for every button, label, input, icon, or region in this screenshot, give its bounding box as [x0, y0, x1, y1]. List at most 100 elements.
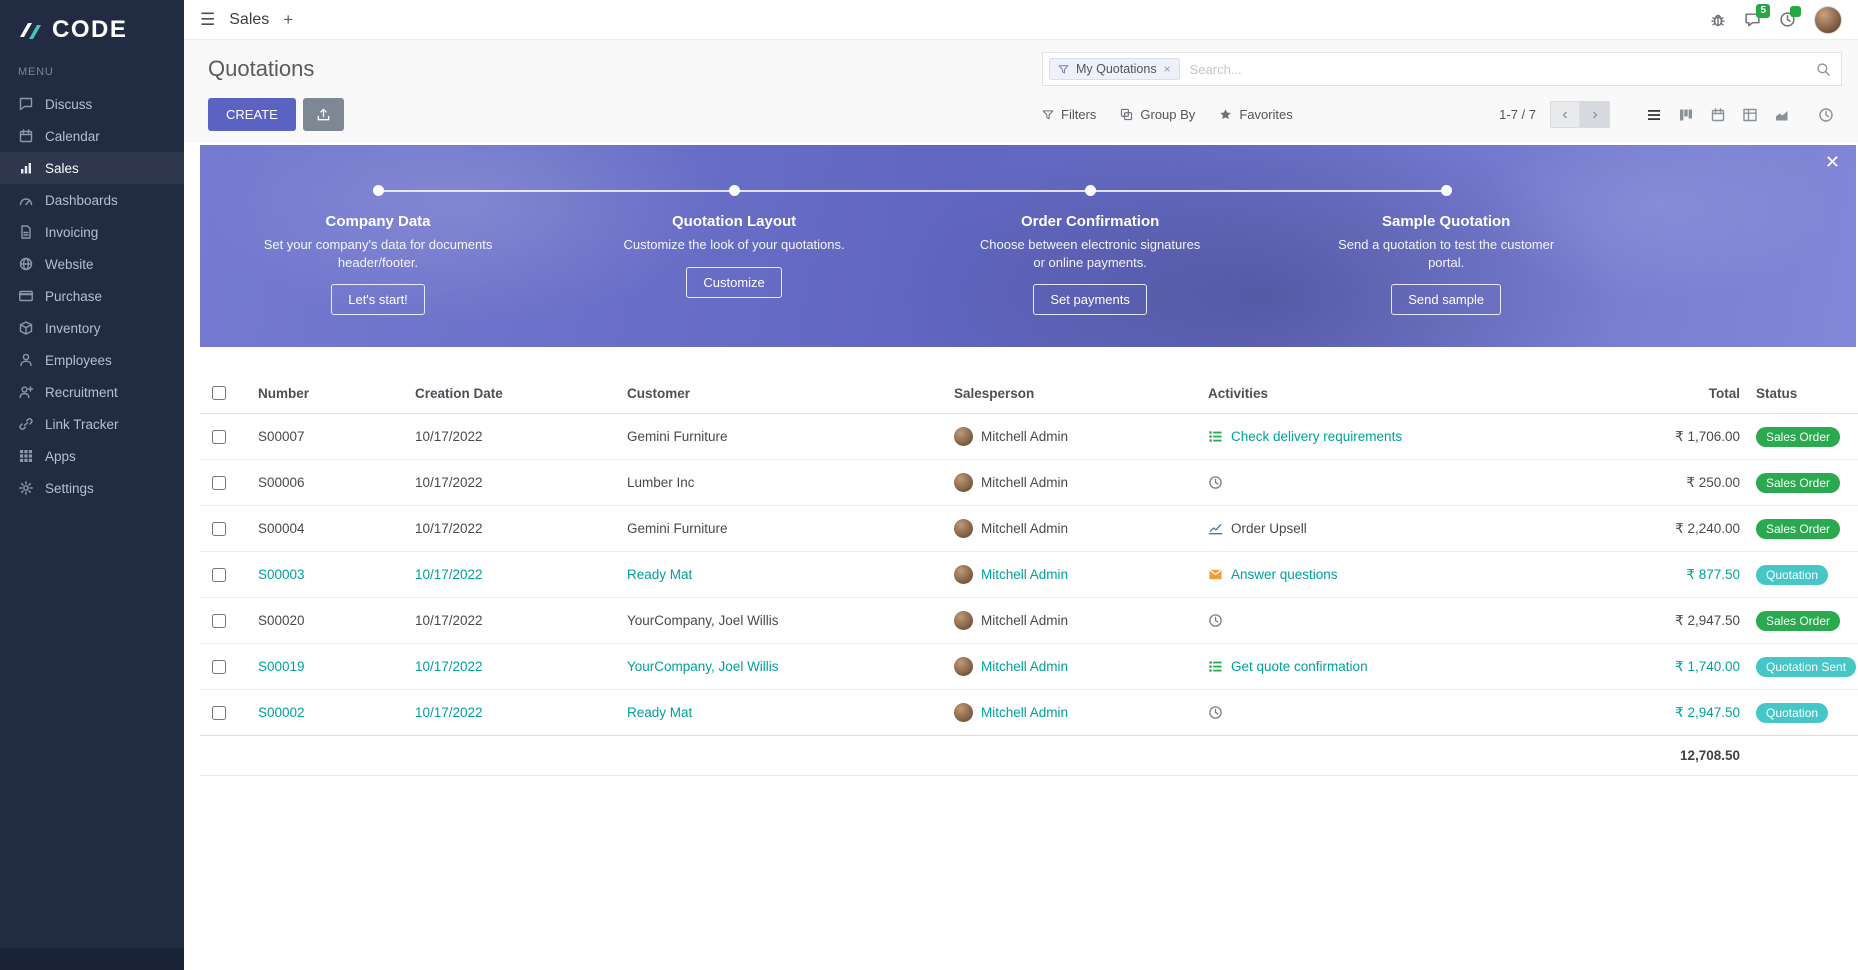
invoicing-icon	[18, 224, 34, 240]
debug-bug-icon[interactable]	[1710, 12, 1726, 28]
favorites-button[interactable]: Favorites	[1219, 107, 1292, 122]
status-badge: Sales Order	[1756, 611, 1840, 631]
sidebar-item-purchase[interactable]: Purchase	[0, 280, 184, 312]
sidebar-item-label: Inventory	[45, 321, 101, 336]
clock-icon[interactable]	[1208, 705, 1223, 720]
messages-icon[interactable]: 5	[1744, 11, 1761, 28]
inventory-icon	[18, 320, 34, 336]
sidebar-item-discuss[interactable]: Discuss	[0, 88, 184, 120]
column-header-total[interactable]: Total	[1608, 373, 1748, 414]
sidebar-item-apps[interactable]: Apps	[0, 440, 184, 472]
search-input[interactable]	[1188, 61, 1808, 78]
order-total: ₹ 2,240.00	[1608, 506, 1748, 552]
table-row[interactable]: S00003 10/17/2022 Ready Mat Mitchell Adm…	[200, 552, 1858, 598]
row-checkbox[interactable]	[212, 706, 226, 720]
quotation-number: S00004	[250, 506, 407, 552]
column-header-salesperson[interactable]: Salesperson	[946, 373, 1200, 414]
activity-label[interactable]: Order Upsell	[1231, 521, 1307, 536]
sidebar-item-invoicing[interactable]: Invoicing	[0, 216, 184, 248]
quotation-number: S00019	[250, 644, 407, 690]
pivot-view-icon[interactable]	[1734, 101, 1766, 128]
table-row[interactable]: S00006 10/17/2022 Lumber Inc Mitchell Ad…	[200, 460, 1858, 506]
clock-icon[interactable]	[1208, 475, 1223, 490]
row-checkbox[interactable]	[212, 476, 226, 490]
user-avatar[interactable]	[1814, 6, 1842, 34]
creation-date: 10/17/2022	[407, 414, 619, 460]
lets-start-button[interactable]: Let's start!	[331, 284, 425, 315]
sidebar-item-label: Employees	[45, 353, 112, 368]
filters-button[interactable]: Filters	[1042, 107, 1096, 122]
sidebar-spacer	[0, 504, 184, 948]
search-bar[interactable]: My Quotations ×	[1042, 52, 1842, 86]
sidebar-item-settings[interactable]: Settings	[0, 472, 184, 504]
pager-previous-button[interactable]: ‹	[1550, 101, 1580, 128]
customer-name: Lumber Inc	[619, 460, 946, 506]
creation-date: 10/17/2022	[407, 460, 619, 506]
column-header-creation-date[interactable]: Creation Date	[407, 373, 619, 414]
main-area: ☰ Sales + 5 Quo	[184, 0, 1858, 970]
graph-view-icon[interactable]	[1766, 101, 1798, 128]
customize-button[interactable]: Customize	[686, 267, 781, 298]
group-by-button[interactable]: Group By	[1120, 107, 1195, 122]
table-row[interactable]: S00019 10/17/2022 YourCompany, Joel Will…	[200, 644, 1858, 690]
row-checkbox[interactable]	[212, 568, 226, 582]
status-badge: Sales Order	[1756, 473, 1840, 493]
table-row[interactable]: S00007 10/17/2022 Gemini Furniture Mitch…	[200, 414, 1858, 460]
send-sample-button[interactable]: Send sample	[1391, 284, 1501, 315]
activity-label[interactable]: Check delivery requirements	[1231, 429, 1402, 444]
table-row[interactable]: S00002 10/17/2022 Ready Mat Mitchell Adm…	[200, 690, 1858, 736]
group-by-label: Group By	[1140, 107, 1195, 122]
export-button[interactable]	[303, 98, 344, 131]
clock-icon[interactable]	[1208, 613, 1223, 628]
quotation-number: S00020	[250, 598, 407, 644]
calendar-icon	[18, 128, 34, 144]
creation-date: 10/17/2022	[407, 598, 619, 644]
column-header-activities[interactable]: Activities	[1200, 373, 1608, 414]
facet-remove-icon[interactable]: ×	[1164, 62, 1171, 76]
order-total: ₹ 1,706.00	[1608, 414, 1748, 460]
sidebar-item-recruitment[interactable]: Recruitment	[0, 376, 184, 408]
step-description: Choose between electronic signatures or …	[973, 236, 1208, 271]
hamburger-menu-icon[interactable]: ☰	[200, 10, 215, 30]
set-payments-button[interactable]: Set payments	[1033, 284, 1147, 315]
row-checkbox[interactable]	[212, 614, 226, 628]
search-facet-my-quotations[interactable]: My Quotations ×	[1049, 58, 1180, 80]
sidebar-collapse-strip[interactable]	[0, 948, 184, 970]
chart-icon	[1208, 521, 1223, 536]
list-view-icon[interactable]	[1638, 101, 1670, 128]
table-row[interactable]: S00020 10/17/2022 YourCompany, Joel Will…	[200, 598, 1858, 644]
create-button[interactable]: CREATE	[208, 98, 296, 131]
table-row[interactable]: S00004 10/17/2022 Gemini Furniture Mitch…	[200, 506, 1858, 552]
sidebar-item-website[interactable]: Website	[0, 248, 184, 280]
activity-view-icon[interactable]	[1810, 101, 1842, 128]
activities-clock-icon[interactable]	[1779, 11, 1796, 28]
step-title: Quotation Layout	[556, 213, 912, 230]
column-header-status[interactable]: Status	[1748, 373, 1858, 414]
quotation-number: S00006	[250, 460, 407, 506]
add-tab-button[interactable]: +	[283, 10, 293, 30]
sidebar-item-inventory[interactable]: Inventory	[0, 312, 184, 344]
column-header-customer[interactable]: Customer	[619, 373, 946, 414]
select-all-checkbox[interactable]	[212, 386, 226, 400]
sidebar-item-sales[interactable]: Sales	[0, 152, 184, 184]
app-logo[interactable]: CODE	[0, 0, 184, 60]
row-checkbox[interactable]	[212, 522, 226, 536]
customer-name: Gemini Furniture	[619, 414, 946, 460]
sidebar-item-calendar[interactable]: Calendar	[0, 120, 184, 152]
activity-label[interactable]: Get quote confirmation	[1231, 659, 1368, 674]
row-checkbox[interactable]	[212, 660, 226, 674]
kanban-view-icon[interactable]	[1670, 101, 1702, 128]
row-checkbox[interactable]	[212, 430, 226, 444]
step-description: Set your company's data for documents he…	[261, 236, 496, 271]
sidebar-item-employees[interactable]: Employees	[0, 344, 184, 376]
banner-close-icon[interactable]: ✕	[1825, 153, 1840, 171]
sidebar-item-link-tracker[interactable]: Link Tracker	[0, 408, 184, 440]
pager-next-button[interactable]: ›	[1580, 101, 1610, 128]
funnel-icon	[1042, 109, 1054, 121]
calendar-view-icon[interactable]	[1702, 101, 1734, 128]
search-icon[interactable]	[1816, 62, 1831, 77]
sidebar-item-dashboards[interactable]: Dashboards	[0, 184, 184, 216]
activity-label[interactable]: Answer questions	[1231, 567, 1338, 582]
sales-icon	[18, 160, 34, 176]
column-header-number[interactable]: Number	[250, 373, 407, 414]
